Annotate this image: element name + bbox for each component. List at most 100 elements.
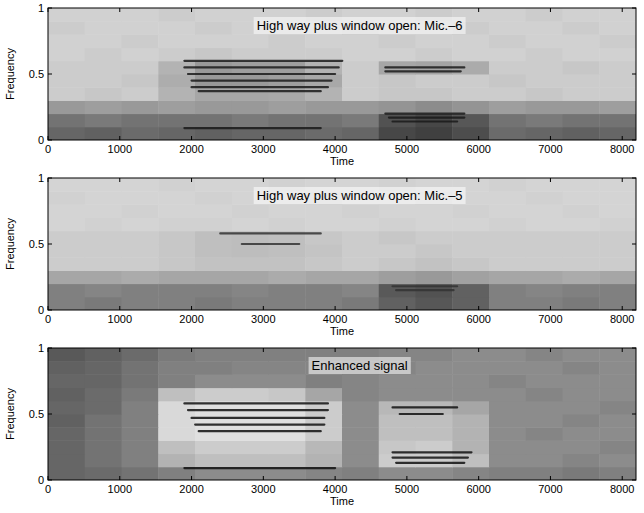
x-tick bbox=[550, 306, 551, 310]
cell bbox=[526, 61, 563, 75]
cell bbox=[122, 348, 159, 362]
cell bbox=[232, 244, 269, 258]
harmonic-line bbox=[220, 232, 320, 234]
x-tick bbox=[48, 348, 49, 352]
panel: 01000200030004000500060007000800000.51Ti… bbox=[4, 2, 637, 167]
harmonic-line bbox=[184, 127, 320, 129]
cell bbox=[158, 454, 195, 468]
panel-title: High way plus window open: Mic.–6 bbox=[257, 18, 463, 33]
x-tick bbox=[406, 8, 407, 12]
cell bbox=[158, 427, 195, 441]
x-tick bbox=[191, 348, 192, 352]
cell bbox=[599, 87, 636, 101]
harmonic-line bbox=[393, 285, 458, 287]
x-tick bbox=[263, 136, 264, 140]
cell bbox=[122, 388, 159, 402]
cell bbox=[158, 388, 195, 402]
cell bbox=[305, 87, 342, 101]
cell bbox=[232, 454, 269, 468]
cell bbox=[599, 34, 636, 48]
cell bbox=[122, 21, 159, 35]
x-tick bbox=[550, 476, 551, 480]
cell bbox=[85, 127, 122, 140]
cell bbox=[563, 401, 600, 415]
cell bbox=[122, 401, 159, 415]
y-axis-title: Frequency bbox=[4, 218, 16, 270]
y-tick-label: 0 bbox=[38, 304, 44, 316]
cell bbox=[232, 204, 269, 218]
cell bbox=[526, 127, 563, 140]
y-tick bbox=[632, 8, 636, 9]
cell bbox=[342, 284, 379, 298]
cell bbox=[122, 114, 159, 128]
cell bbox=[122, 374, 159, 388]
x-axis-title: Time bbox=[330, 495, 354, 507]
x-tick bbox=[550, 348, 551, 352]
cell bbox=[85, 388, 122, 402]
cell bbox=[85, 467, 122, 480]
cell bbox=[489, 127, 526, 140]
title-patch bbox=[254, 17, 466, 34]
cell bbox=[158, 244, 195, 258]
cell bbox=[599, 204, 636, 218]
y-tick bbox=[632, 480, 636, 481]
cell bbox=[305, 257, 342, 271]
cell bbox=[452, 100, 489, 114]
cell bbox=[416, 34, 453, 48]
cell bbox=[379, 257, 416, 271]
y-axis-title: Frequency bbox=[4, 388, 16, 440]
cell bbox=[48, 361, 85, 375]
cell bbox=[416, 467, 453, 480]
cell bbox=[85, 270, 122, 284]
cell bbox=[269, 100, 306, 114]
cell bbox=[85, 61, 122, 75]
cell bbox=[305, 48, 342, 62]
cell bbox=[85, 74, 122, 88]
cell bbox=[379, 427, 416, 441]
x-tick bbox=[622, 136, 623, 140]
cell bbox=[526, 388, 563, 402]
harmonic-line bbox=[393, 406, 458, 408]
cell bbox=[452, 454, 489, 468]
cell bbox=[489, 297, 526, 310]
cell bbox=[379, 100, 416, 114]
cell bbox=[85, 21, 122, 35]
cell bbox=[563, 61, 600, 75]
y-tick bbox=[48, 140, 52, 141]
x-tick bbox=[406, 348, 407, 352]
cell bbox=[195, 348, 232, 362]
cell bbox=[489, 257, 526, 271]
cell bbox=[342, 297, 379, 310]
cell bbox=[526, 454, 563, 468]
cell bbox=[489, 401, 526, 415]
x-tick bbox=[478, 476, 479, 480]
cell bbox=[48, 48, 85, 62]
cell bbox=[232, 388, 269, 402]
cell bbox=[85, 427, 122, 441]
panel: 01000200030004000500060007000800000.51Ti… bbox=[4, 342, 637, 507]
x-tick bbox=[622, 306, 623, 310]
cell bbox=[195, 257, 232, 271]
cell bbox=[526, 231, 563, 245]
cell bbox=[269, 388, 306, 402]
cell bbox=[526, 34, 563, 48]
x-tick bbox=[478, 178, 479, 182]
cell bbox=[526, 361, 563, 375]
cell bbox=[85, 374, 122, 388]
cell bbox=[269, 244, 306, 258]
cell bbox=[195, 297, 232, 310]
harmonic-line bbox=[400, 413, 443, 415]
x-tick-label: 3000 bbox=[251, 143, 275, 155]
harmonic-line bbox=[396, 462, 464, 464]
cell bbox=[416, 388, 453, 402]
cell bbox=[48, 100, 85, 114]
cell bbox=[122, 191, 159, 205]
cell bbox=[158, 191, 195, 205]
cell bbox=[232, 348, 269, 362]
harmonic-line bbox=[396, 289, 453, 291]
frame bbox=[48, 8, 636, 140]
cell bbox=[48, 21, 85, 35]
x-tick-label: 4000 bbox=[323, 143, 347, 155]
x-tick bbox=[191, 8, 192, 12]
cell bbox=[232, 374, 269, 388]
